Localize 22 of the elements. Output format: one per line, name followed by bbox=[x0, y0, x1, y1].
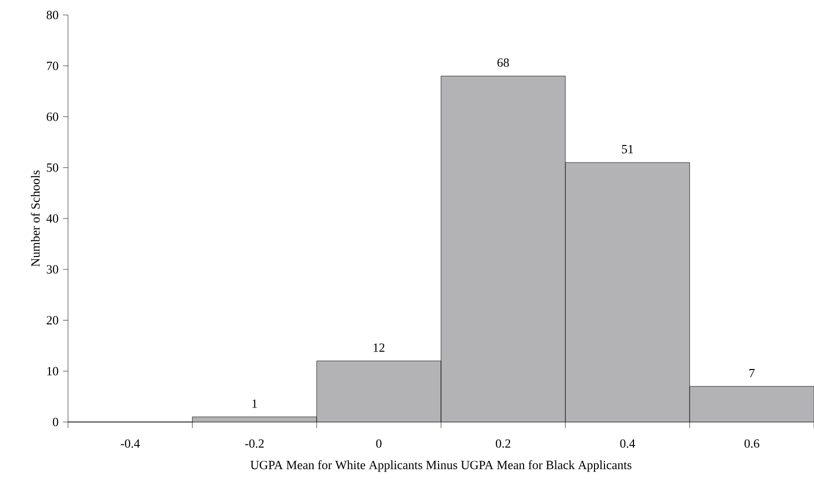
y-tick-label: 30 bbox=[46, 265, 58, 274]
y-tick-label: 10 bbox=[47, 366, 58, 376]
x-axis-title: UGPA Mean for White Applicants Minus UGPA Mean for Black Applicants bbox=[250, 460, 632, 472]
x-tick-label: 0.4 bbox=[620, 439, 636, 448]
x-tick-label: 0.6 bbox=[744, 439, 760, 448]
y-axis-title: Number of Schools bbox=[30, 170, 40, 267]
x-tick-label: -0.4 bbox=[120, 439, 140, 448]
x-tick-label: -0.2 bbox=[245, 439, 264, 448]
x-tick-label: 0.2 bbox=[496, 439, 510, 448]
y-tick-label: 70 bbox=[47, 62, 58, 70]
y-tick-label: 20 bbox=[46, 316, 58, 324]
x-tick-label: 0 bbox=[376, 439, 382, 448]
data-label: 1 bbox=[252, 399, 257, 408]
y-tick-label: 60 bbox=[46, 112, 58, 121]
y-tick-label: 80 bbox=[46, 10, 58, 20]
data-label: 12 bbox=[374, 343, 384, 352]
y-tick-label: 40 bbox=[46, 214, 58, 223]
data-label: 68 bbox=[497, 58, 509, 67]
data-label: 51 bbox=[622, 144, 633, 154]
y-tick-label: 0 bbox=[52, 418, 58, 426]
y-tick-label: 50 bbox=[46, 163, 58, 172]
data-label: 7 bbox=[750, 369, 755, 378]
